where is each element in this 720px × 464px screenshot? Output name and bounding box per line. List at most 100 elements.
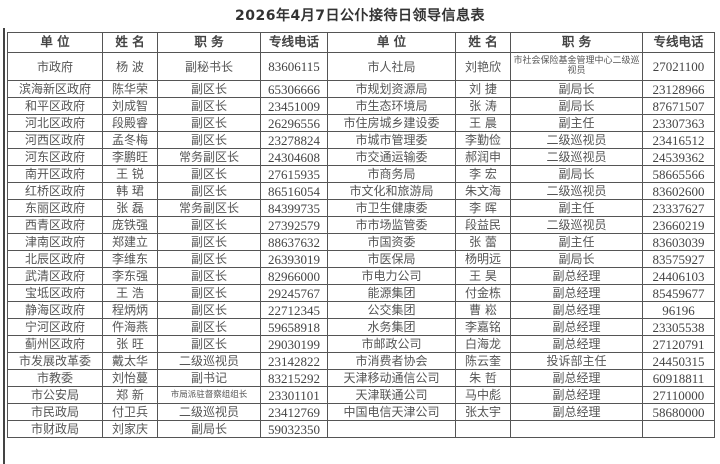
unit-cell: 市教委 — [7, 369, 103, 387]
unit-cell: 市民政局 — [7, 403, 103, 421]
page-edge-line — [3, 28, 5, 464]
name-cell: 朱 哲 — [455, 369, 511, 387]
position-cell: 副区长 — [157, 318, 261, 336]
unit-cell: 市邮政公司 — [327, 335, 456, 353]
table-row: 红桥区政府韩 珺副区长 86516054 市文化和旅游局 朱文海 二级巡视员 836026… — [7, 182, 715, 200]
page-title: 2026年4月7日公仆接待日领导信息表 — [235, 8, 485, 24]
unit-cell: 市城市管理委 — [327, 131, 456, 149]
name-cell: 孟冬梅 — [102, 131, 158, 149]
name-cell: 郝润申 — [455, 148, 511, 166]
position-cell: 副总经理 — [510, 386, 643, 404]
position-cell: 常务副区长 — [157, 148, 261, 166]
unit-cell: 市国资委 — [327, 233, 456, 251]
header-position: 职 务 — [157, 32, 261, 53]
position-cell: 常务副区长 — [157, 199, 261, 217]
phone-cell: 23301101 — [260, 386, 328, 404]
header-phone: 专线电话 — [642, 32, 715, 53]
phone-cell: 83602600 — [642, 182, 715, 200]
phone-cell: 23416512 — [642, 131, 715, 149]
unit-cell: 天津联通公司 — [327, 386, 456, 404]
unit-cell: 河北区政府 — [7, 114, 103, 132]
header-name: 姓 名 — [455, 32, 511, 53]
phone-cell: 87671507 — [642, 97, 715, 115]
phone-cell: 23451009 — [260, 97, 328, 115]
name-cell: 仵海燕 — [102, 318, 158, 336]
name-cell: 李维东 — [102, 250, 158, 268]
name-cell: 程炳炳 — [102, 301, 158, 319]
phone-cell: 23337627 — [642, 199, 715, 217]
unit-cell: 天津移动通信公司 — [327, 369, 456, 387]
table-row: 宁河区政府 仵海燕 副区长 59658918 水务集团 李嘉铭 副总经理 23305538 — [7, 318, 715, 336]
position-cell: 副总经理 — [510, 301, 643, 319]
position-cell: 副区长 — [157, 182, 261, 200]
position-cell: 副局长 — [510, 165, 643, 183]
table-row: 市教委 刘怡蔓 副书记 83215292 天津移动通信公司朱 哲副总经理 60918811 — [7, 369, 715, 387]
table-row: 市民政局 付卫兵 二级巡视员 23412769 中国电信天津公司 张太宇 副总经理 58680… — [7, 403, 715, 421]
unit-cell: 宁河区政府 — [7, 318, 103, 336]
unit-cell: 市医保局 — [327, 250, 456, 268]
position-cell — [510, 420, 643, 438]
header-unit: 单 位 — [327, 32, 456, 53]
position-cell: 投诉部主任 — [510, 352, 643, 370]
position-cell: 副区长 — [157, 301, 261, 319]
table-row: 西青区政府 庞铁强 副区长 27392579 市市场监管委 段益民 二级巡视员 2366021… — [7, 216, 715, 234]
phone-cell: 23305538 — [642, 318, 715, 336]
unit-cell: 市商务局 — [327, 165, 456, 183]
table-row: 静海区政府 程炳炳 副区长 22712345 公交集团曹 崧副总经理 96196 — [7, 301, 715, 319]
name-cell: 付金栋 — [455, 284, 511, 302]
phone-cell: 96196 — [642, 301, 715, 319]
position-cell: 二级巡视员 — [157, 352, 261, 370]
name-cell: 戴太华 — [102, 352, 158, 370]
unit-cell: 西青区政府 — [7, 216, 103, 234]
position-cell: 副局长 — [510, 250, 643, 268]
phone-cell: 26393019 — [260, 250, 328, 268]
unit-cell: 红桥区政府 — [7, 182, 103, 200]
phone-cell: 27110000 — [642, 386, 715, 404]
position-cell: 二级巡视员 — [157, 403, 261, 421]
phone-cell: 24406103 — [642, 267, 715, 285]
name-cell: 王 锐 — [102, 165, 158, 183]
name-cell: 王 昊 — [455, 267, 511, 285]
phone-cell: 84399735 — [260, 199, 328, 217]
name-cell: 张 旺 — [102, 335, 158, 353]
phone-cell — [642, 420, 715, 438]
position-cell: 副局长 — [510, 97, 643, 115]
phone-cell: 22712345 — [260, 301, 328, 319]
position-cell: 二级巡视员 — [510, 216, 643, 234]
phone-cell: 59032350 — [260, 420, 328, 438]
table-row: 宝坻区政府王 浩副区长 29245767 能源集团 付金栋 副总经理 85459677 — [7, 284, 715, 302]
table-row: 河东区政府 李鹏旺 常务副区长 24304608 市交通运输委 郝润申 二级巡视员 24539… — [7, 148, 715, 166]
phone-cell: 60918811 — [642, 369, 715, 387]
unit-cell: 市规划资源局 — [327, 80, 456, 98]
name-cell: 庞铁强 — [102, 216, 158, 234]
phone-cell: 29245767 — [260, 284, 328, 302]
position-cell: 副主任 — [510, 233, 643, 251]
position-cell: 副区长 — [157, 284, 261, 302]
unit-cell: 市人社局 — [327, 52, 456, 81]
unit-cell: 静海区政府 — [7, 301, 103, 319]
name-cell: 王 浩 — [102, 284, 158, 302]
table-row: 东丽区政府张 磊常务副区长 84399735 市卫生健康委李 晖副主任 2333762… — [7, 199, 715, 217]
unit-cell: 河东区政府 — [7, 148, 103, 166]
unit-cell: 市公安局 — [7, 386, 103, 404]
name-cell: 李 晖 — [455, 199, 511, 217]
name-cell: 张 涛 — [455, 97, 511, 115]
phone-cell: 82966000 — [260, 267, 328, 285]
name-cell: 杨 波 — [102, 52, 158, 81]
phone-cell: 88637632 — [260, 233, 328, 251]
name-cell: 杨明远 — [455, 250, 511, 268]
name-cell — [455, 420, 511, 438]
table-row: 北辰区政府 李维东 副区长 26393019 市医保局 杨明远 副局长 83575927 — [7, 250, 715, 268]
table-row: 和平区政府 刘成智 副区长 23451009 市生态环境局张 涛副局长 87671507 — [7, 97, 715, 115]
position-cell: 市社会保险基金管理中心二级巡视员 — [510, 52, 643, 81]
position-cell: 副区长 — [157, 233, 261, 251]
table-row: 河北区政府 段殿睿 副区长 26296556 市住房城乡建设委王 晨副主任 2330736… — [7, 114, 715, 132]
position-cell: 副局长 — [157, 420, 261, 438]
name-cell: 刘家庆 — [102, 420, 158, 438]
table-row: 武清区政府 李东强 副区长 82966000 市电力公司王 昊副总经理 24406103 — [7, 267, 715, 285]
unit-cell: 市电力公司 — [327, 267, 456, 285]
position-cell: 市局派驻督察组组长 — [157, 386, 261, 404]
position-cell: 副书记 — [157, 369, 261, 387]
phone-cell: 23307363 — [642, 114, 715, 132]
unit-cell: 市市场监管委 — [327, 216, 456, 234]
